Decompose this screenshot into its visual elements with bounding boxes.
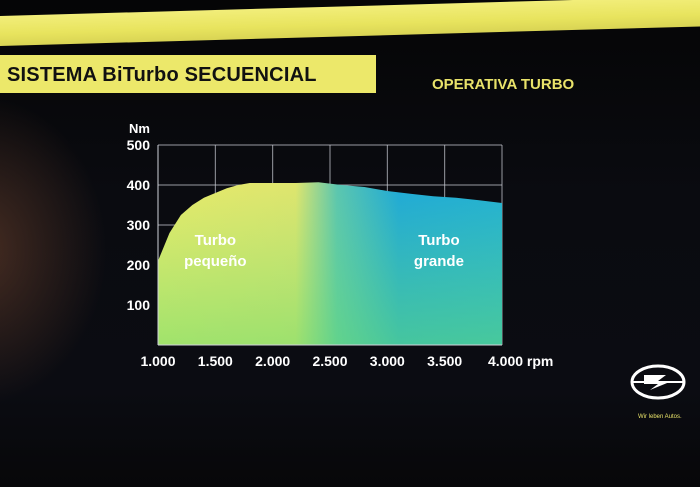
annotation-1-line-0: Turbo <box>418 232 459 249</box>
annotation-1: Turbo grande <box>414 232 464 270</box>
opel-lightning-icon <box>630 364 686 400</box>
y-tick-label-2: 300 <box>127 217 151 233</box>
torque-area-glow <box>158 182 502 345</box>
title-bar <box>0 55 376 93</box>
x-tick-label-4: 3.000 <box>370 353 405 369</box>
x-tick-label-2: 2.000 <box>255 353 290 369</box>
x-tick-label-5: 3.500 <box>427 353 462 369</box>
slide-subtitle: OPERATIVA TURBO <box>432 76 575 93</box>
x-tick-label-6: 4.000 rpm <box>488 353 553 369</box>
y-tick-label-1: 200 <box>127 257 151 273</box>
slide-title: SISTEMA BiTurbo SECUENCIAL <box>7 64 317 86</box>
y-tick-label-3: 400 <box>127 177 151 193</box>
y-tick-label-0: 100 <box>127 297 151 313</box>
y-tick-label-4: 500 <box>127 137 151 153</box>
annotation-0-line-1: pequeño <box>184 253 247 270</box>
x-tick-label-0: 1.000 <box>140 353 175 369</box>
x-tick-label-1: 1.500 <box>198 353 233 369</box>
slogan-text: Wir leben Autos. <box>638 414 682 420</box>
annotation-1-line-1: grande <box>414 253 464 270</box>
annotation-0-line-0: Turbo <box>195 232 236 249</box>
opel-logo <box>628 360 688 420</box>
annotation-0: Turbo pequeño <box>184 232 247 270</box>
x-tick-label-3: 2.500 <box>312 353 347 369</box>
y-axis-label: Nm <box>129 121 150 136</box>
